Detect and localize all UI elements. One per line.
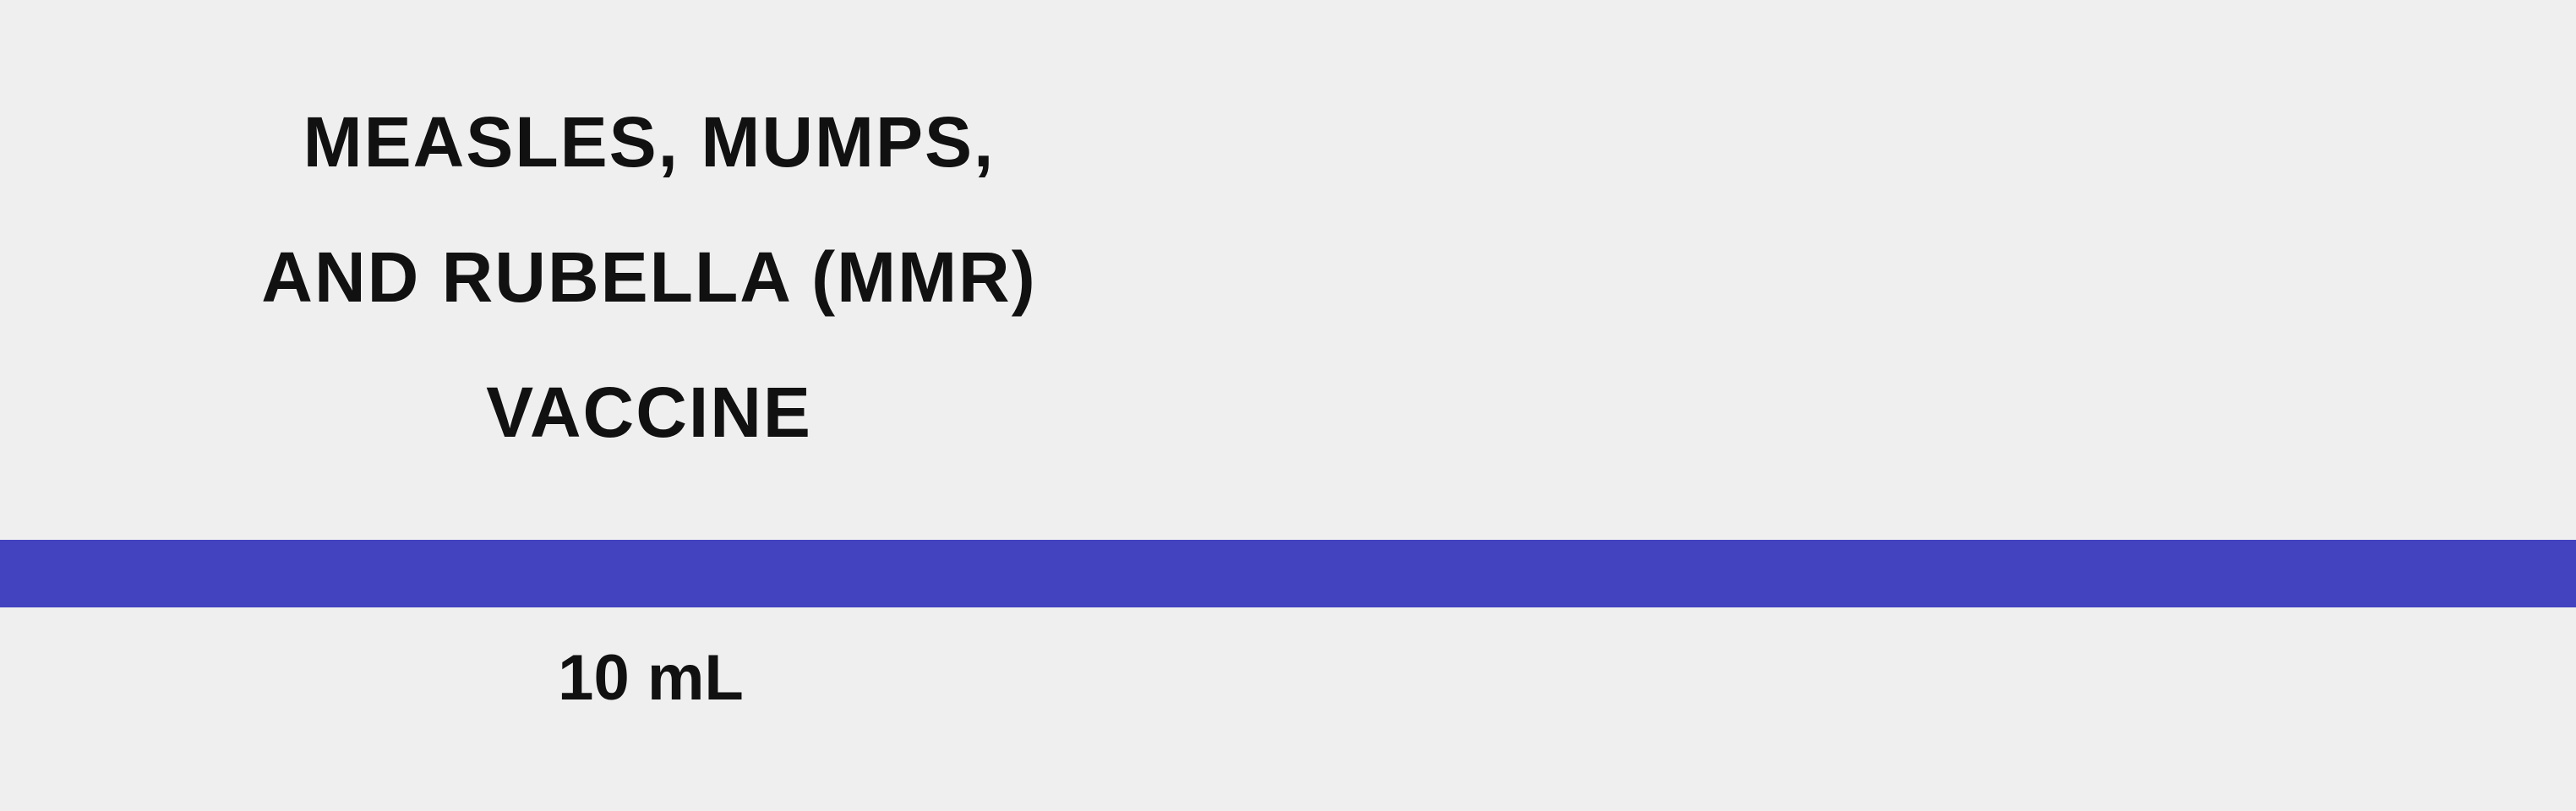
volume-label: 10 mL [558,642,744,714]
accent-color-band [0,540,2576,607]
product-title: MEASLES, MUMPS, AND RUBELLA (MMR) VACCIN… [125,74,1173,480]
product-title-line-1: MEASLES, MUMPS, [303,102,996,182]
product-title-line-2: AND RUBELLA (MMR) [261,237,1037,317]
product-title-line-3: VACCINE [486,373,812,452]
